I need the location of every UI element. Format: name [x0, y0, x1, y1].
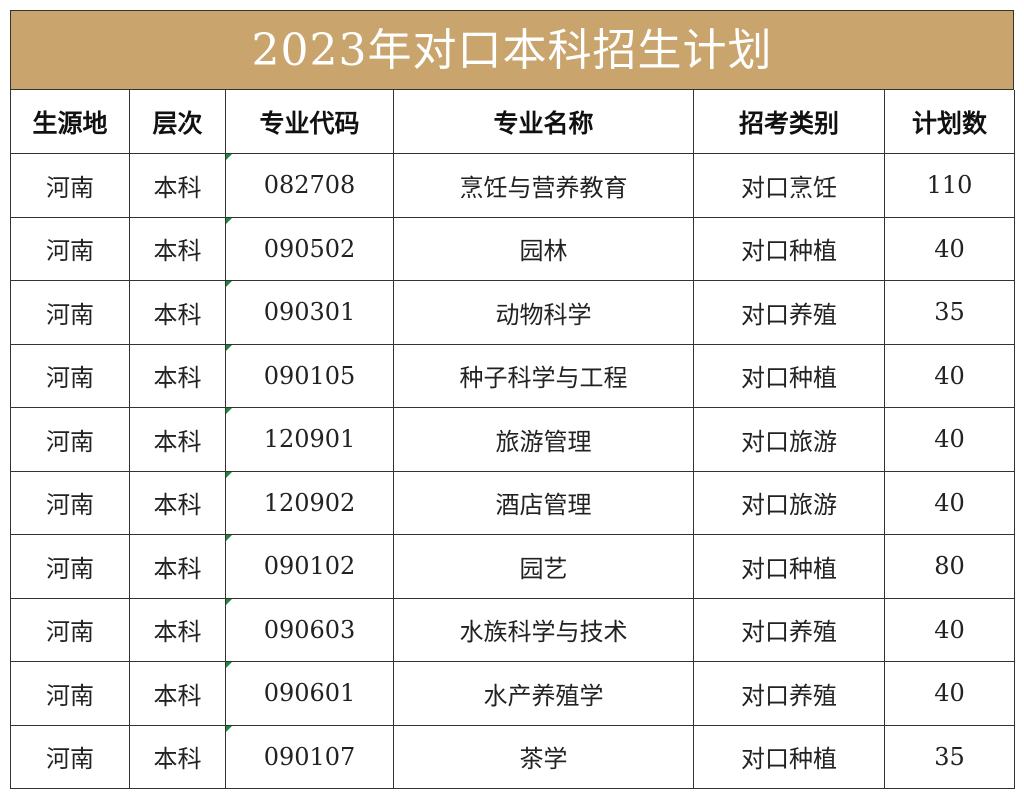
table-cell: 园林 — [394, 217, 694, 281]
table-cell: 本科 — [130, 344, 226, 408]
table-cell: 40 — [885, 662, 1015, 726]
table-cell: 河南 — [10, 154, 130, 218]
table-cell: 35 — [885, 725, 1015, 789]
table-cell: 35 — [885, 281, 1015, 345]
table-cell: 动物科学 — [394, 281, 694, 345]
table-cell: 40 — [885, 344, 1015, 408]
table-cell: 082708 — [226, 154, 394, 218]
table-cell: 对口种植 — [694, 344, 885, 408]
table-cell: 对口种植 — [694, 217, 885, 281]
table-cell: 园艺 — [394, 535, 694, 599]
header-cell: 专业名称 — [394, 90, 694, 154]
table-cell: 40 — [885, 471, 1015, 535]
table-cell: 酒店管理 — [394, 471, 694, 535]
table-cell: 110 — [885, 154, 1015, 218]
table-cell: 河南 — [10, 408, 130, 472]
cell-marker — [226, 662, 232, 668]
table-cell: 对口种植 — [694, 725, 885, 789]
cell-marker — [226, 598, 232, 605]
table-cell: 090502 — [226, 217, 394, 281]
table-cell: 河南 — [10, 598, 130, 662]
table-cell: 120902 — [226, 471, 394, 535]
table-cell: 本科 — [130, 217, 226, 281]
table-cell: 河南 — [10, 217, 130, 281]
cell-marker — [226, 154, 232, 160]
cell-marker — [226, 535, 232, 541]
cell-marker — [226, 725, 232, 732]
table-cell: 本科 — [130, 154, 226, 218]
table-cell: 120901 — [226, 408, 394, 472]
header-cell: 生源地 — [10, 90, 130, 154]
table-cell: 种子科学与工程 — [394, 344, 694, 408]
table-cell: 河南 — [10, 535, 130, 599]
table-cell: 本科 — [130, 535, 226, 599]
table-cell: 茶学 — [394, 725, 694, 789]
table-cell: 对口养殖 — [694, 662, 885, 726]
header-cell: 招考类别 — [694, 90, 885, 154]
table-cell: 河南 — [10, 281, 130, 345]
table-cell: 对口旅游 — [694, 471, 885, 535]
table-cell: 本科 — [130, 598, 226, 662]
table-cell: 本科 — [130, 725, 226, 789]
table-cell: 090107 — [226, 725, 394, 789]
table-cell: 对口种植 — [694, 535, 885, 599]
table-cell: 090601 — [226, 662, 394, 726]
table-cell: 本科 — [130, 408, 226, 472]
table-cell: 河南 — [10, 471, 130, 535]
title-bar: 2023年对口本科招生计划 — [10, 10, 1014, 90]
table-cell: 80 — [885, 535, 1015, 599]
table-cell: 40 — [885, 217, 1015, 281]
cell-marker — [226, 217, 232, 224]
table-cell: 烹饪与营养教育 — [394, 154, 694, 218]
table-cell: 河南 — [10, 344, 130, 408]
table-cell: 水产养殖学 — [394, 662, 694, 726]
table-cell: 水族科学与技术 — [394, 598, 694, 662]
header-cell: 层次 — [130, 90, 226, 154]
table-cell: 40 — [885, 598, 1015, 662]
table-cell: 旅游管理 — [394, 408, 694, 472]
table-cell: 对口旅游 — [694, 408, 885, 472]
table-cell: 40 — [885, 408, 1015, 472]
table-cell: 对口养殖 — [694, 281, 885, 345]
table-cell: 090603 — [226, 598, 394, 662]
cell-marker — [226, 408, 232, 414]
header-cell: 计划数 — [885, 90, 1015, 154]
table-cell: 对口烹饪 — [694, 154, 885, 218]
table-cell: 本科 — [130, 281, 226, 345]
cell-marker — [226, 344, 232, 351]
table-cell: 河南 — [10, 662, 130, 726]
cell-marker — [226, 471, 232, 478]
table-cell: 本科 — [130, 662, 226, 726]
cell-marker — [226, 281, 232, 287]
table-cell: 对口养殖 — [694, 598, 885, 662]
table-cell: 090301 — [226, 281, 394, 345]
table-cell: 本科 — [130, 471, 226, 535]
table-cell: 河南 — [10, 725, 130, 789]
header-cell: 专业代码 — [226, 90, 394, 154]
table-cell: 090105 — [226, 344, 394, 408]
table-cell: 090102 — [226, 535, 394, 599]
